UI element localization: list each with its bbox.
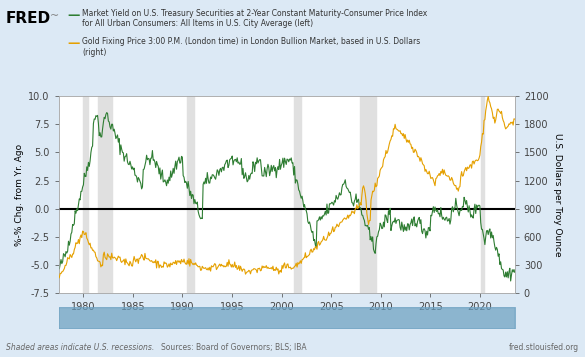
Text: fred.stlouisfed.org: fred.stlouisfed.org bbox=[509, 343, 579, 352]
Bar bbox=[187, 96, 194, 293]
Text: ~: ~ bbox=[50, 11, 59, 21]
Bar bbox=[83, 96, 88, 293]
Text: Sources: Board of Governors; BLS; IBA: Sources: Board of Governors; BLS; IBA bbox=[161, 343, 307, 352]
Bar bbox=[98, 96, 112, 293]
Bar bbox=[360, 96, 376, 293]
Text: —: — bbox=[67, 9, 80, 22]
Text: Market Yield on U.S. Treasury Securities at 2-Year Constant Maturity-Consumer Pr: Market Yield on U.S. Treasury Securities… bbox=[82, 9, 427, 28]
Text: Gold Fixing Price 3:00 P.M. (London time) in London Bullion Market, based in U.S: Gold Fixing Price 3:00 P.M. (London time… bbox=[82, 37, 420, 57]
Y-axis label: %-% Chg. from Yr. Ago: %-% Chg. from Yr. Ago bbox=[15, 144, 24, 246]
Y-axis label: U.S. Dollars per Troy Ounce: U.S. Dollars per Troy Ounce bbox=[553, 133, 562, 256]
Bar bbox=[481, 96, 484, 293]
Bar bbox=[294, 96, 301, 293]
Text: Shaded areas indicate U.S. recessions.: Shaded areas indicate U.S. recessions. bbox=[6, 343, 154, 352]
Text: —: — bbox=[67, 37, 80, 50]
Text: FRED: FRED bbox=[6, 11, 51, 26]
